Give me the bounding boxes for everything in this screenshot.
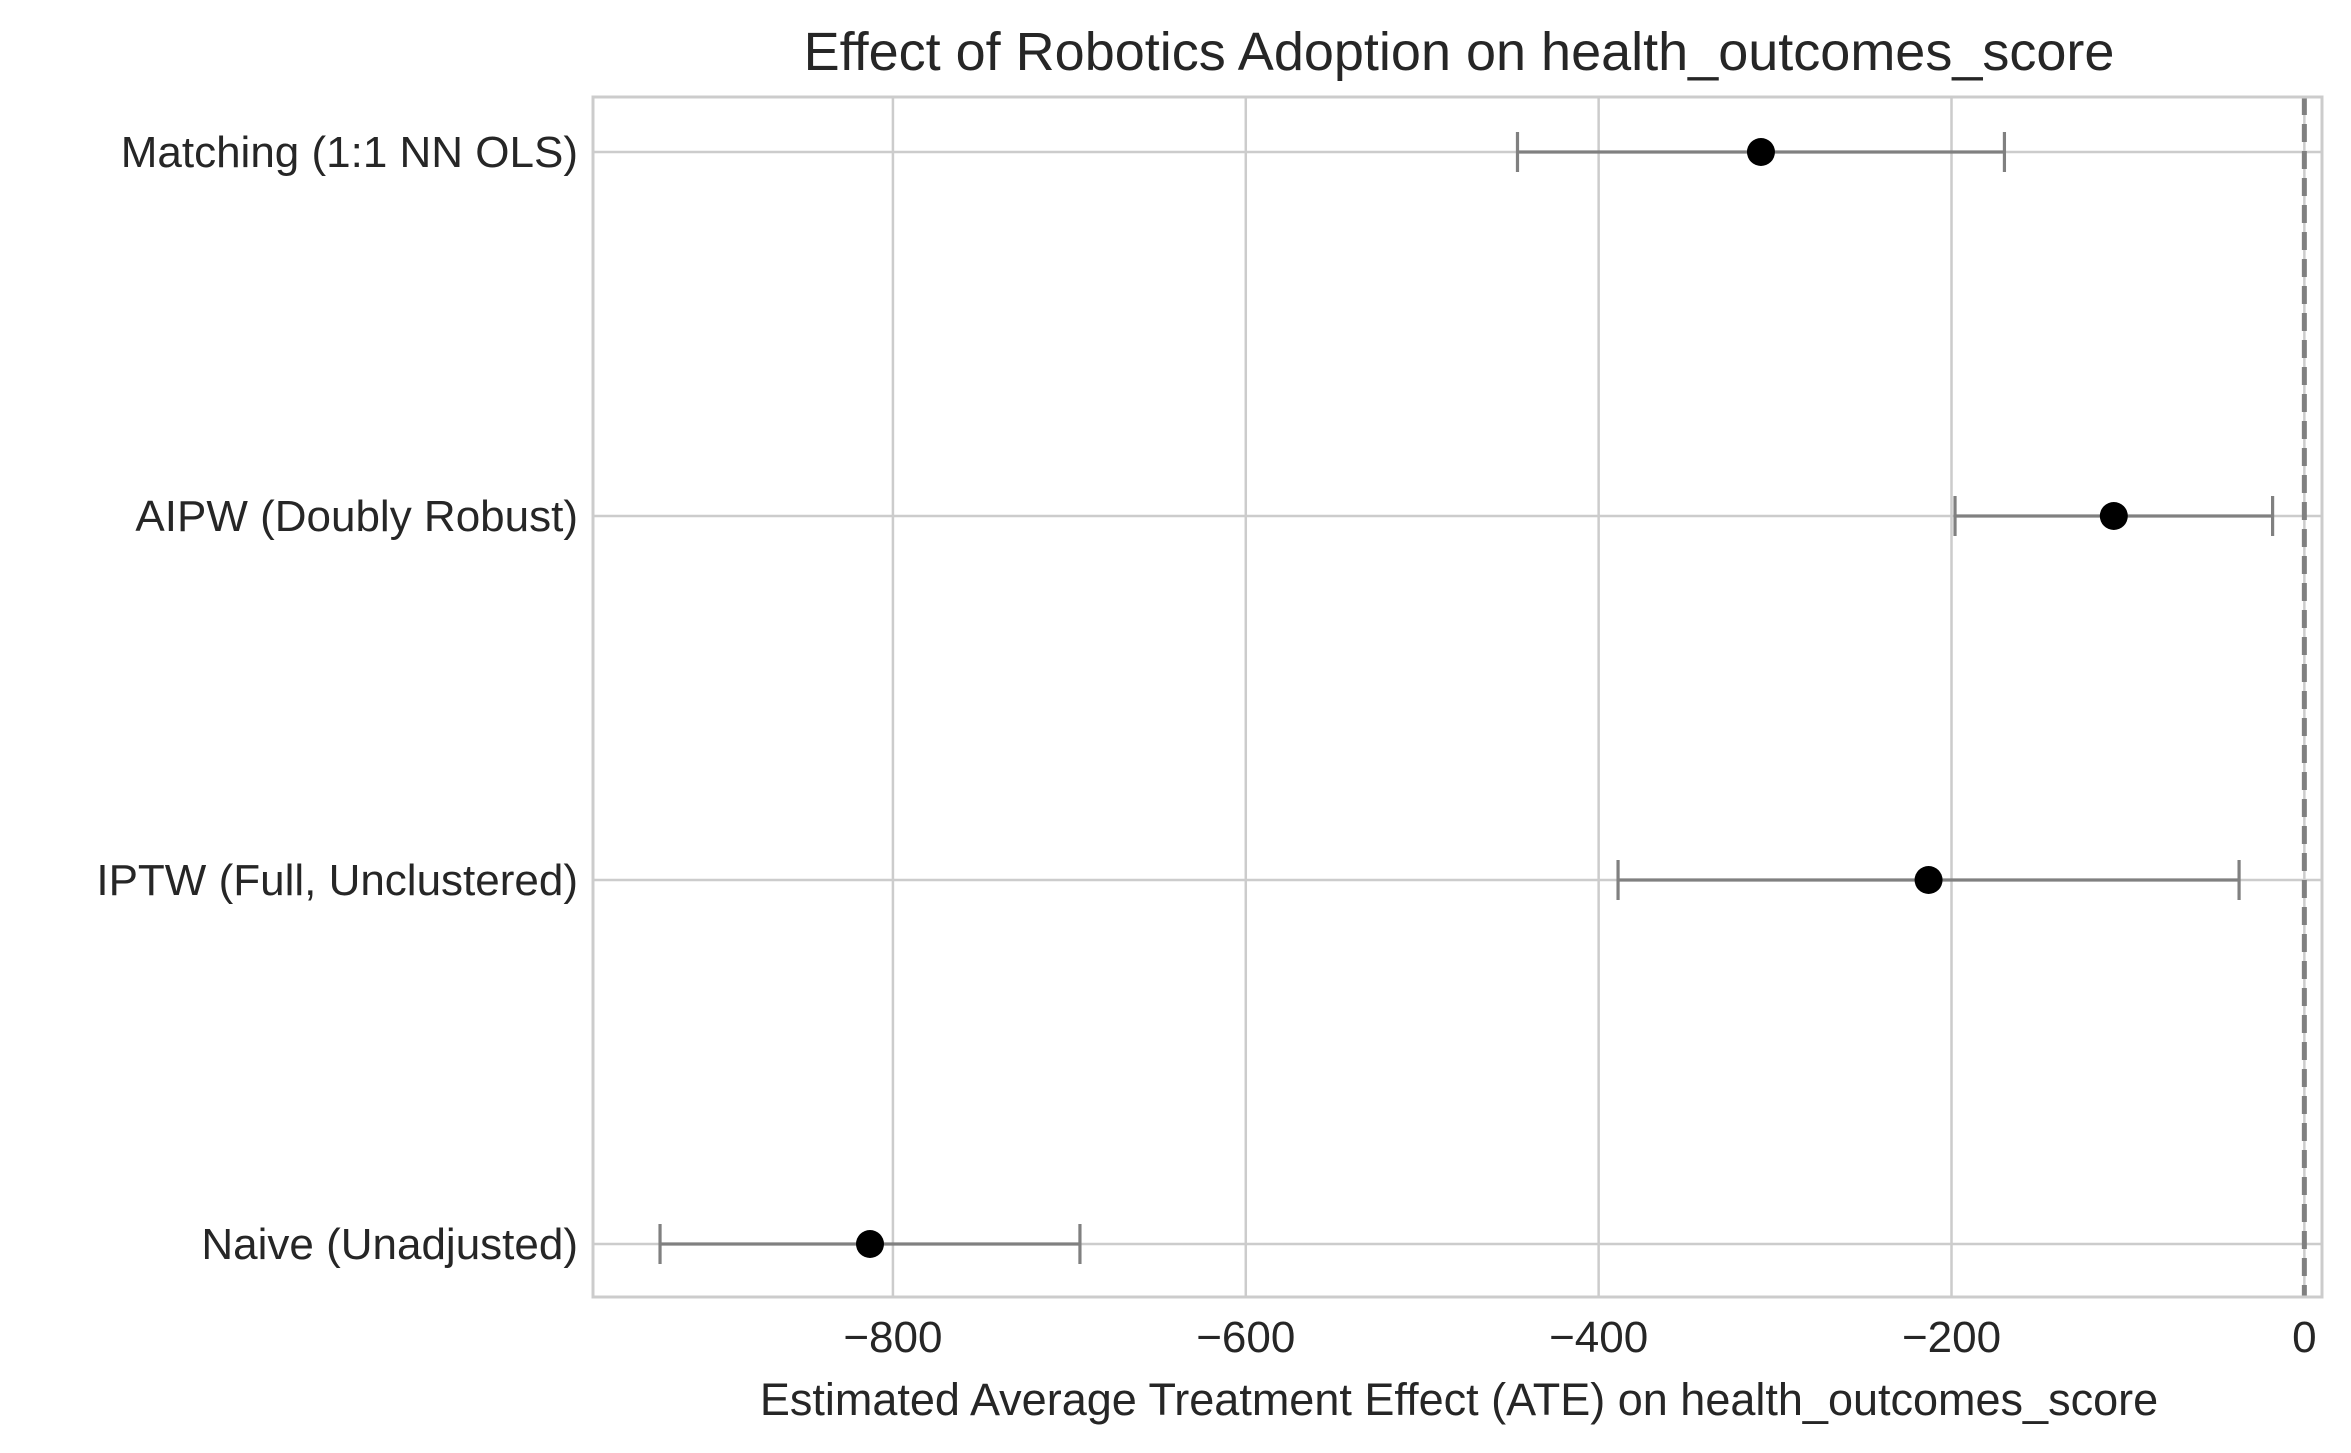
y-tick-label: IPTW (Full, Unclustered) — [96, 856, 578, 905]
plot-frame — [591, 95, 2324, 1299]
chart-title: Effect of Robotics Adoption on health_ou… — [804, 22, 2115, 82]
confidence-intervals — [658, 132, 2275, 1264]
estimate-point — [1746, 138, 1775, 166]
x-tick-label: −200 — [1902, 1313, 2001, 1362]
y-tick-label: AIPW (Doubly Robust) — [135, 492, 578, 541]
y-tick-label: Matching (1:1 NN OLS) — [121, 128, 578, 177]
y-tick-label: Naive (Unadjusted) — [201, 1220, 578, 1269]
x-tick-label: −800 — [843, 1313, 942, 1362]
y-tick-labels: Matching (1:1 NN OLS) AIPW (Doubly Robust… — [96, 128, 578, 1269]
grid-lines — [593, 97, 2322, 1297]
estimate-point — [2099, 502, 2128, 530]
x-tick-labels: −800 −600 −400 −200 0 — [843, 1313, 2316, 1362]
point-estimates — [855, 138, 2128, 1258]
x-tick-label: 0 — [2292, 1313, 2316, 1362]
x-tick-label: −400 — [1549, 1313, 1648, 1362]
x-tick-label: −600 — [1196, 1313, 1295, 1362]
x-axis-label: Estimated Average Treatment Effect (ATE)… — [760, 1374, 2158, 1425]
estimate-point — [1914, 866, 1943, 894]
estimate-point — [855, 1230, 884, 1258]
